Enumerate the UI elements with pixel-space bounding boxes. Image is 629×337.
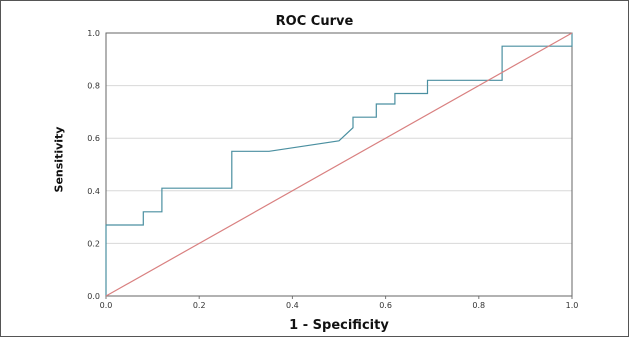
y-tick-label: 0.4 [87,187,100,196]
y-tick-label: 0.6 [87,134,100,143]
x-axis-label: 1 - Specificity [289,318,389,333]
reference-diagonal-line [105,32,573,297]
x-tick-label: 1.0 [566,301,579,310]
x-tick-label: 0.4 [286,301,299,310]
roc-curve-line [105,33,573,296]
x-tick-label: 0.2 [193,301,206,310]
plot-area-border [105,32,573,297]
chart-title: ROC Curve [275,14,354,29]
x-tick-label: 0.0 [100,301,113,310]
x-tick-label: 0.6 [379,301,392,310]
y-tick-label: 0.2 [87,239,100,248]
y-tick-label: 0.8 [87,82,100,91]
y-tick-label: 1.0 [87,29,100,38]
x-tick-label: 0.8 [472,301,485,310]
y-tick-label: 0.0 [87,292,100,301]
